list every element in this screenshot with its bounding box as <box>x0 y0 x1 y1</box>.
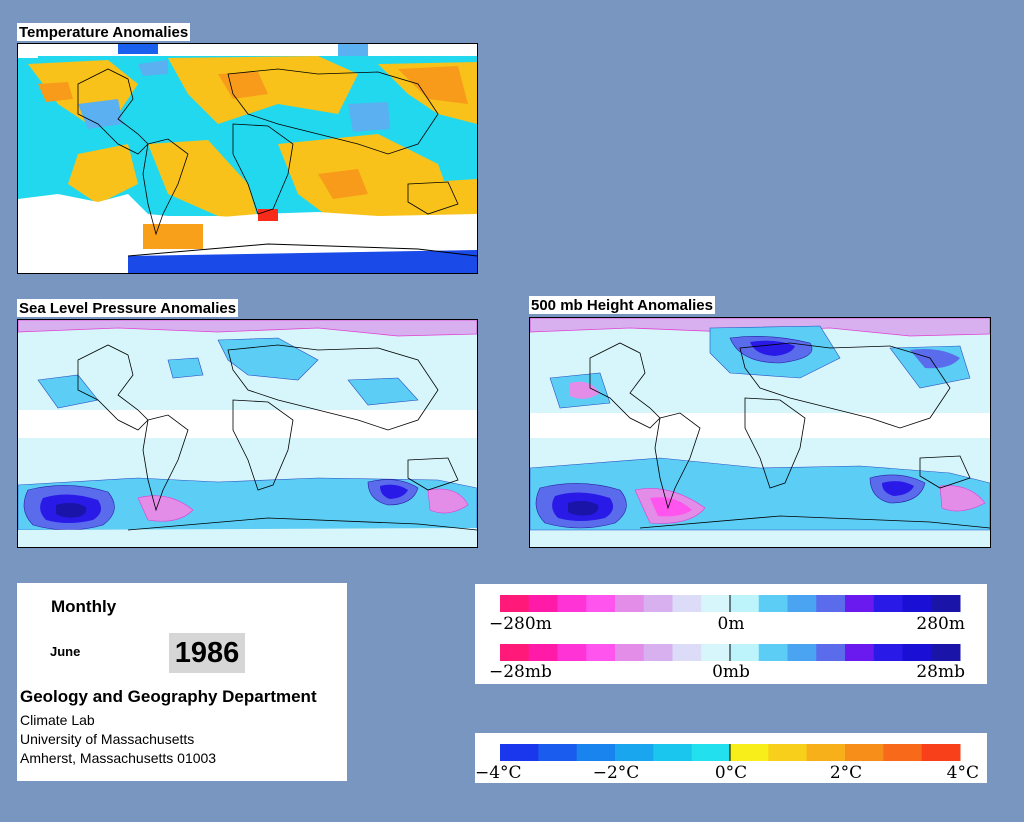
pressure-swatch <box>615 644 645 661</box>
year-label: 1986 <box>169 633 245 673</box>
height-label-max: 280m <box>916 614 965 634</box>
height-swatch <box>500 595 530 612</box>
pressure-swatch <box>500 644 530 661</box>
temperature-swatch <box>845 744 884 761</box>
height-swatch <box>873 595 903 612</box>
temperature-swatch <box>768 744 808 761</box>
pressure-swatch <box>730 644 760 661</box>
pressure-swatch <box>931 644 961 661</box>
temperature-swatch <box>615 744 654 761</box>
frequency-label: Monthly <box>51 597 117 616</box>
temperature-swatch <box>921 744 961 761</box>
temperature-swatch <box>883 744 923 761</box>
month-label: June <box>50 644 81 659</box>
height-swatch <box>557 595 587 612</box>
department-label: Geology and Geography Department <box>20 687 317 706</box>
pressure-label-max: 28mb <box>916 662 965 682</box>
pressure-label-zero: 0mb <box>712 662 750 682</box>
pressure-swatch <box>902 644 932 661</box>
university-label: University of Massachusetts <box>20 731 195 747</box>
height-colorbar <box>500 595 961 612</box>
height500-map <box>529 317 991 548</box>
pressure-swatch <box>845 644 875 661</box>
pressure-swatch <box>701 644 731 661</box>
height500-title: 500 mb Height Anomalies <box>529 296 715 314</box>
pressure-swatch <box>873 644 903 661</box>
height-swatch <box>845 595 875 612</box>
temp-label-m2: −2°C <box>593 763 640 783</box>
temp-label-p2: 2°C <box>830 763 862 783</box>
temperature-swatch <box>730 744 769 761</box>
pressure-swatch <box>528 644 558 661</box>
temp-label-p4: 4°C <box>947 763 979 783</box>
height-label-min: −280m <box>489 614 552 634</box>
height-swatch <box>816 595 846 612</box>
temperature-swatch <box>806 744 846 761</box>
height-swatch <box>902 595 932 612</box>
slp-map <box>17 319 478 548</box>
pressure-swatch <box>557 644 587 661</box>
pressure-colorbar <box>500 644 961 661</box>
temperature-swatch <box>691 744 731 761</box>
height-swatch <box>730 595 760 612</box>
height-swatch <box>672 595 702 612</box>
height-swatch <box>586 595 616 612</box>
height-swatch <box>787 595 817 612</box>
temp-label-m4: −4°C <box>475 763 522 783</box>
temp-label-0: 0°C <box>715 763 747 783</box>
height-swatch <box>615 595 645 612</box>
temperature-legend: −4°C −2°C 0°C 2°C 4°C <box>475 733 987 783</box>
temperature-title: Temperature Anomalies <box>17 23 191 41</box>
temperature-swatch <box>538 744 578 761</box>
info-box: Monthly June 1986 Geology and Geography … <box>17 583 347 781</box>
anomaly-legend: −280m 0m 280m −28mb 0mb 28mb <box>475 584 987 684</box>
pressure-swatch <box>643 644 673 661</box>
pressure-swatch <box>586 644 616 661</box>
pressure-swatch <box>758 644 788 661</box>
address-label: Amherst, Massachusetts 01003 <box>20 750 217 766</box>
height-swatch <box>528 595 558 612</box>
height-swatch <box>701 595 731 612</box>
height-swatch <box>643 595 673 612</box>
lab-label: Climate Lab <box>20 712 95 728</box>
height-swatch <box>758 595 788 612</box>
pressure-swatch <box>787 644 817 661</box>
height-label-zero: 0m <box>718 614 745 634</box>
temperature-swatch <box>653 744 693 761</box>
pressure-label-min: −28mb <box>489 662 552 682</box>
temperature-colorbar <box>500 744 961 761</box>
temperature-swatch <box>500 744 539 761</box>
temperature-map <box>17 43 478 274</box>
temperature-swatch <box>576 744 616 761</box>
pressure-swatch <box>672 644 702 661</box>
slp-title: Sea Level Pressure Anomalies <box>17 299 239 317</box>
height-swatch <box>931 595 961 612</box>
pressure-swatch <box>816 644 846 661</box>
